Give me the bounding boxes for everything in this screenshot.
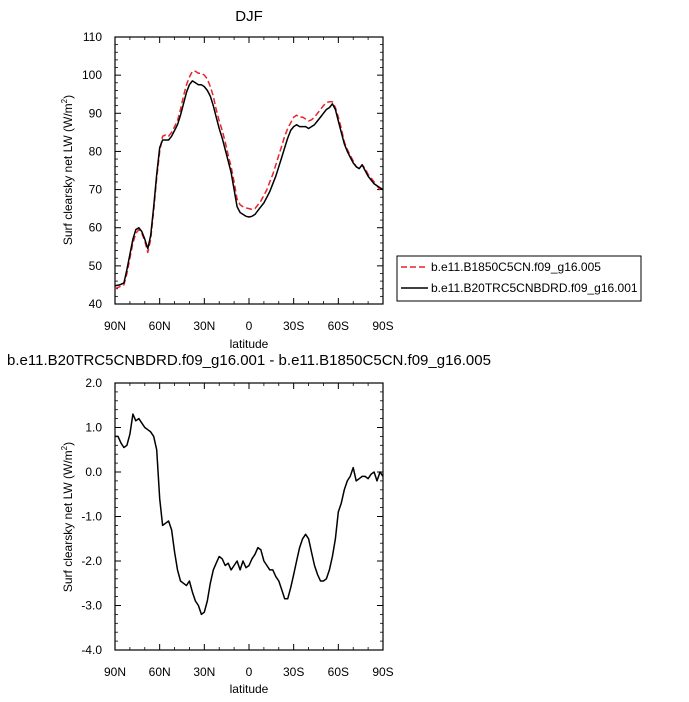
chart-top-y-tick-label-5: 90 — [89, 106, 103, 120]
chart-top-x-tick-label-4: 30S — [283, 319, 304, 333]
chart-top-x-tick-label-5: 60S — [328, 319, 349, 333]
chart-bottom-x-tick-label-0: 90N — [104, 665, 126, 679]
chart-bottom-series-line-1 — [115, 413, 384, 616]
chart-bottom-x-tick-label-6: 90S — [372, 665, 393, 679]
chart-top-x-tick-label-3: 0 — [246, 319, 253, 333]
chart-bottom-title: b.e11.B20TRC5CNBDRD.f09_g16.001 - b.e11.… — [7, 352, 491, 369]
chart-bottom-x-ticks: 90N 60N 30N 0 30S 60S 90S — [104, 383, 394, 679]
chart-bottom-y-ticks: -4.0 -3.0 -2.0 -1.0 0.0 1.0 2.0 — [81, 376, 383, 657]
chart-bottom: b.e11.B20TRC5CNBDRD.f09_g16.001 - b.e11.… — [7, 352, 491, 696]
chart-bottom-y-tick-label-0: -4.0 — [81, 643, 102, 657]
chart-bottom-y-tick-label-4: 0.0 — [85, 465, 102, 479]
chart-bottom-y-tick-label-1: -3.0 — [81, 599, 102, 613]
legend-box — [396, 255, 642, 302]
chart-top-y-axis-label-tail: ) — [61, 95, 75, 99]
chart-top-x-tick-label-2: 30N — [193, 319, 215, 333]
chart-bottom-x-tick-label-4: 30S — [283, 665, 304, 679]
chart-bottom-x-axis-label: latitude — [230, 682, 269, 696]
chart-top-y-tick-label-2: 60 — [89, 221, 103, 235]
chart-top-x-ticks: 90N 60N 30N 0 30S 60S 90S — [104, 37, 394, 333]
chart-bottom-x-tick-label-5: 60S — [328, 665, 349, 679]
chart-top-y-tick-label-6: 100 — [82, 68, 102, 82]
chart-top-legend: b.e11.B1850C5CN.f09_g16.005 b.e11.B20TRC… — [396, 255, 642, 302]
chart-top-x-tick-label-6: 90S — [372, 319, 393, 333]
chart-top-y-tick-label-3: 70 — [89, 183, 103, 197]
chart-top-y-tick-label-7: 110 — [83, 30, 102, 44]
chart-bottom-x-tick-label-1: 60N — [149, 665, 171, 679]
legend-label-series-2: b.e11.B20TRC5CNBDRD.f09_g16.001 — [431, 281, 638, 295]
chart-bottom-y-axis-label: Surf clearsky net LW (W/m2) — [60, 442, 75, 592]
chart-top-series-line-2 — [114, 80, 384, 287]
chart-bottom-y-axis-label-tail: ) — [61, 442, 75, 446]
chart-bottom-y-axis-label-main: Surf clearsky net LW (W/m — [61, 450, 75, 592]
chart-bottom-y-tick-label-2: -2.0 — [81, 554, 102, 568]
chart-top-y-tick-label-0: 40 — [89, 297, 103, 311]
chart-top-y-axis-label: Surf clearsky net LW (W/m2) — [60, 95, 75, 245]
chart-top-x-axis-label: latitude — [230, 337, 269, 351]
chart-bottom-y-tick-label-6: 2.0 — [85, 376, 102, 390]
chart-top-series-line-1 — [114, 70, 383, 290]
chart-bottom-y-tick-label-3: -1.0 — [81, 510, 102, 524]
chart-top-x-tick-label-0: 90N — [104, 319, 126, 333]
chart-top-y-axis-label-main: Surf clearsky net LW (W/m — [61, 103, 75, 245]
chart-top-y-tick-label-1: 50 — [89, 259, 103, 273]
chart-bottom-x-tick-label-3: 0 — [246, 665, 253, 679]
chart-top-title: DJF — [235, 8, 263, 25]
chart-bottom-x-tick-label-2: 30N — [193, 665, 215, 679]
legend-label-series-1: b.e11.B1850C5CN.f09_g16.005 — [431, 260, 601, 274]
chart-top-y-axis-label-sup: 2 — [60, 98, 69, 103]
chart-top-series — [114, 70, 384, 290]
chart-bottom-y-axis-label-sup: 2 — [60, 445, 69, 450]
chart-bottom-y-tick-label-5: 1.0 — [85, 421, 102, 435]
chart-top-y-tick-label-4: 80 — [89, 144, 103, 158]
chart-bottom-series — [115, 413, 384, 616]
chart-top-x-tick-label-1: 60N — [149, 319, 171, 333]
chart-top-y-ticks: 40 50 60 70 80 90 100 110 — [82, 30, 383, 311]
